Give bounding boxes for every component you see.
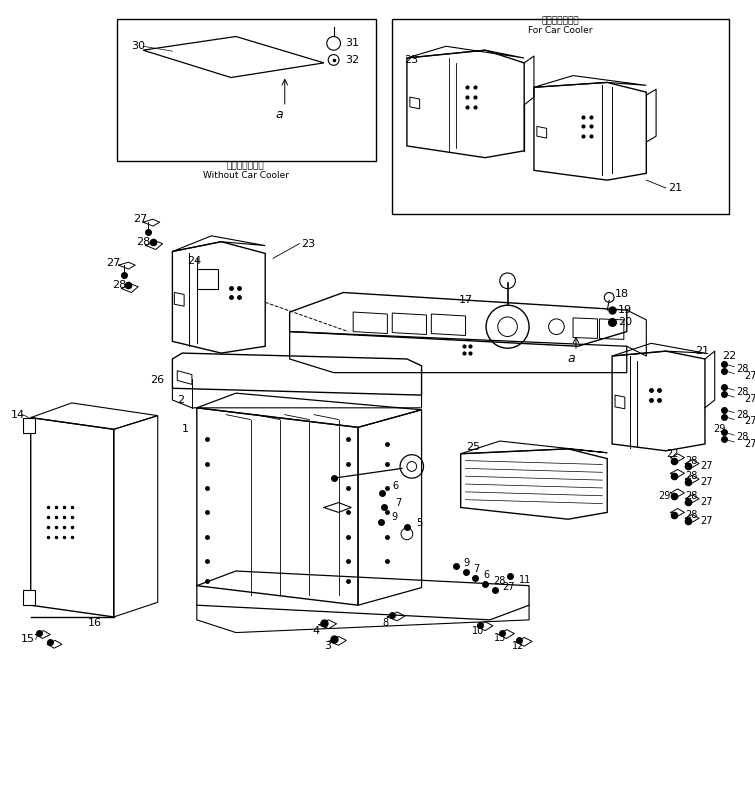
Text: 17: 17 <box>459 295 473 306</box>
Text: 27: 27 <box>134 214 147 224</box>
Text: 1: 1 <box>182 424 190 434</box>
Text: 9: 9 <box>464 558 470 568</box>
Text: 22: 22 <box>723 351 737 361</box>
Text: カークーラー用: カークーラー用 <box>541 16 579 26</box>
Text: 2: 2 <box>177 395 184 405</box>
Text: 28: 28 <box>112 280 126 290</box>
Text: 28: 28 <box>686 471 698 482</box>
Text: 27: 27 <box>744 394 755 404</box>
Text: 11: 11 <box>519 574 532 585</box>
Bar <box>23 590 35 606</box>
Text: 5: 5 <box>417 518 423 528</box>
Bar <box>23 418 35 434</box>
Text: 24: 24 <box>187 256 202 266</box>
Text: 16: 16 <box>88 618 101 628</box>
Text: 27: 27 <box>744 439 755 449</box>
Text: 15: 15 <box>21 634 35 645</box>
Text: 28: 28 <box>736 410 749 420</box>
Text: 26: 26 <box>150 375 164 386</box>
Text: 4: 4 <box>312 626 319 636</box>
Text: 23: 23 <box>301 238 316 249</box>
Text: 29: 29 <box>713 424 725 434</box>
Text: a: a <box>275 108 282 121</box>
Text: 6: 6 <box>393 481 399 491</box>
Text: For Car Cooler: For Car Cooler <box>528 26 593 35</box>
Text: 28: 28 <box>686 510 698 520</box>
Text: 30: 30 <box>131 42 146 51</box>
Text: 32: 32 <box>345 55 359 65</box>
Text: 12: 12 <box>511 642 524 651</box>
Text: 18: 18 <box>615 290 629 299</box>
Text: 29: 29 <box>658 490 670 501</box>
Text: 28: 28 <box>686 490 698 501</box>
Text: 22: 22 <box>666 449 678 458</box>
Text: 28: 28 <box>136 237 150 246</box>
Text: 14: 14 <box>11 410 25 420</box>
Text: カークーラー無: カークーラー無 <box>226 161 264 170</box>
Bar <box>117 19 376 161</box>
Text: 28: 28 <box>736 432 749 442</box>
Text: 27: 27 <box>503 582 515 592</box>
Text: 28: 28 <box>736 387 749 397</box>
Text: 31: 31 <box>345 38 359 48</box>
Text: 3: 3 <box>324 642 331 651</box>
Text: 27: 27 <box>700 516 713 526</box>
Text: 9: 9 <box>391 512 397 522</box>
Text: 28: 28 <box>493 576 505 586</box>
Text: 6: 6 <box>483 570 489 580</box>
Text: 23: 23 <box>404 55 418 65</box>
Text: 27: 27 <box>700 477 713 487</box>
Text: 21: 21 <box>668 183 682 193</box>
Text: 7: 7 <box>395 498 402 508</box>
Text: 21: 21 <box>695 346 709 356</box>
Text: Without Car Cooler: Without Car Cooler <box>202 170 288 180</box>
Text: 8: 8 <box>383 618 389 628</box>
Text: 28: 28 <box>736 364 749 374</box>
Text: 27: 27 <box>106 258 120 268</box>
Text: 28: 28 <box>686 455 698 466</box>
Bar <box>197 269 218 289</box>
Text: a: a <box>567 353 575 366</box>
Text: 27: 27 <box>700 462 713 471</box>
Text: 7: 7 <box>473 564 479 574</box>
Text: 25: 25 <box>467 442 481 452</box>
Text: 27: 27 <box>700 497 713 506</box>
Bar <box>393 19 729 214</box>
Text: 13: 13 <box>494 634 506 643</box>
Text: 20: 20 <box>618 317 632 327</box>
Text: 27: 27 <box>744 417 755 426</box>
Text: 19: 19 <box>618 305 632 315</box>
Text: 10: 10 <box>473 626 485 636</box>
Text: 27: 27 <box>744 370 755 381</box>
